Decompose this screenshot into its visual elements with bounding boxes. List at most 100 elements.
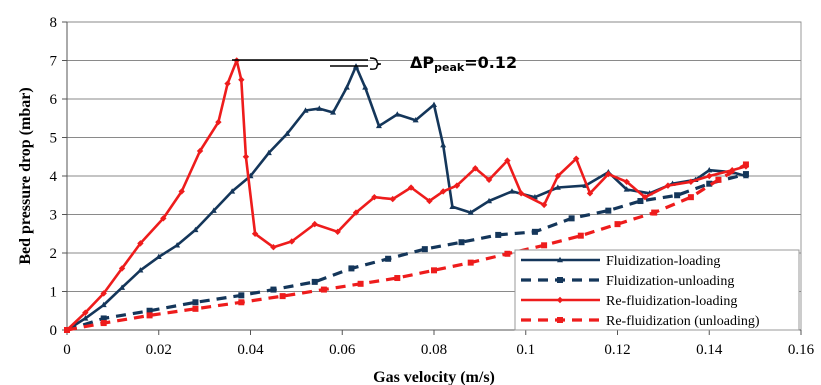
data-point (100, 290, 107, 297)
data-point (394, 111, 401, 117)
data-point (375, 122, 382, 129)
data-point (706, 167, 713, 173)
data-point (64, 327, 70, 333)
data-point (531, 228, 538, 235)
y-tick-label: 7 (50, 54, 58, 70)
data-point (192, 299, 199, 306)
data-point (229, 188, 236, 194)
data-point (586, 190, 594, 197)
data-point (577, 232, 584, 239)
data-point (242, 153, 250, 160)
y-tick-label: 8 (50, 15, 58, 31)
series-4 (64, 161, 749, 333)
data-point (224, 80, 231, 87)
data-point (531, 193, 538, 200)
y-tick-label: 1 (50, 285, 58, 301)
data-point (440, 142, 447, 148)
data-point (458, 239, 465, 246)
legend-box (514, 249, 800, 331)
x-tick-label: 0.16 (788, 342, 815, 358)
data-point (674, 192, 681, 199)
data-point (568, 215, 575, 222)
data-point (343, 84, 350, 90)
data-point (453, 182, 461, 189)
y-tick-label: 4 (50, 169, 58, 185)
data-point (742, 171, 749, 178)
data-point (664, 182, 672, 189)
data-point (508, 188, 515, 194)
data-point (706, 172, 713, 180)
data-point (486, 197, 493, 204)
data-point (412, 116, 419, 123)
data-point (439, 188, 447, 195)
data-point (82, 309, 89, 316)
data-point (614, 221, 621, 228)
data-point (541, 242, 548, 249)
data-point (426, 197, 433, 205)
peak-annotation: ΔPpeak=0.12 (232, 53, 517, 74)
data-point (517, 190, 525, 197)
data-point (742, 161, 749, 168)
y-tick-label: 3 (50, 208, 58, 224)
data-point (421, 246, 428, 253)
data-point (623, 178, 630, 185)
data-point (160, 215, 167, 222)
data-point (270, 244, 277, 251)
data-point (196, 147, 204, 155)
data-point (251, 230, 259, 237)
data-point (651, 209, 658, 216)
y-axis-title: Bed pressure drop (mbar) (17, 87, 34, 264)
data-point (431, 267, 437, 274)
legend-label: Re-fluidization (unloading) (606, 314, 760, 329)
data-point (311, 278, 318, 285)
data-point (431, 101, 437, 107)
data-point (320, 286, 327, 293)
y-tick-labels: 0 1 2 3 4 5 6 7 8 (50, 15, 58, 339)
data-point (706, 180, 713, 187)
data-point (637, 198, 644, 205)
y-tick-label: 2 (50, 246, 58, 262)
x-tick-label: 0.12 (604, 342, 630, 358)
series-layer (63, 57, 750, 334)
data-point (100, 301, 107, 308)
x-tick-label: 0.1 (516, 342, 535, 358)
data-point (554, 184, 561, 190)
x-tick-label: 0.08 (421, 342, 447, 358)
data-point (330, 109, 337, 115)
y-tick-label: 0 (50, 323, 58, 339)
data-point (210, 207, 217, 213)
x-tick-label: 0.04 (237, 342, 264, 358)
data-point (504, 157, 511, 164)
data-point (118, 265, 126, 272)
data-point (316, 105, 323, 111)
data-point (495, 231, 502, 238)
data-point (472, 165, 479, 172)
data-point (288, 238, 295, 245)
data-point (467, 209, 474, 215)
x-tick-label: 0.06 (329, 342, 356, 358)
legend-marker (557, 317, 563, 323)
data-point (623, 186, 630, 192)
x-tick-labels: 0 0.02 0.04 0.06 0.08 0.1 0.12 0.14 0.16 (63, 342, 814, 358)
x-tick-label: 0.02 (146, 342, 172, 358)
y-tick-label: 6 (50, 92, 58, 108)
data-point (687, 194, 694, 201)
data-point (467, 259, 474, 266)
data-point (449, 203, 456, 209)
data-point (389, 195, 396, 203)
series-3 (63, 57, 750, 334)
x-tick-label: 0.14 (696, 342, 723, 358)
data-point (279, 293, 286, 300)
data-point (715, 176, 722, 183)
data-point (371, 193, 378, 201)
data-point (137, 240, 144, 247)
data-point (485, 176, 493, 184)
data-point (100, 315, 107, 322)
data-point (385, 255, 392, 262)
legend-label: Fluidization-unloading (606, 274, 734, 289)
data-point (352, 209, 360, 216)
x-axis-title: Gas velocity (m/s) (373, 369, 495, 385)
data-point (504, 250, 511, 257)
data-point (265, 149, 272, 156)
data-point (238, 292, 245, 299)
